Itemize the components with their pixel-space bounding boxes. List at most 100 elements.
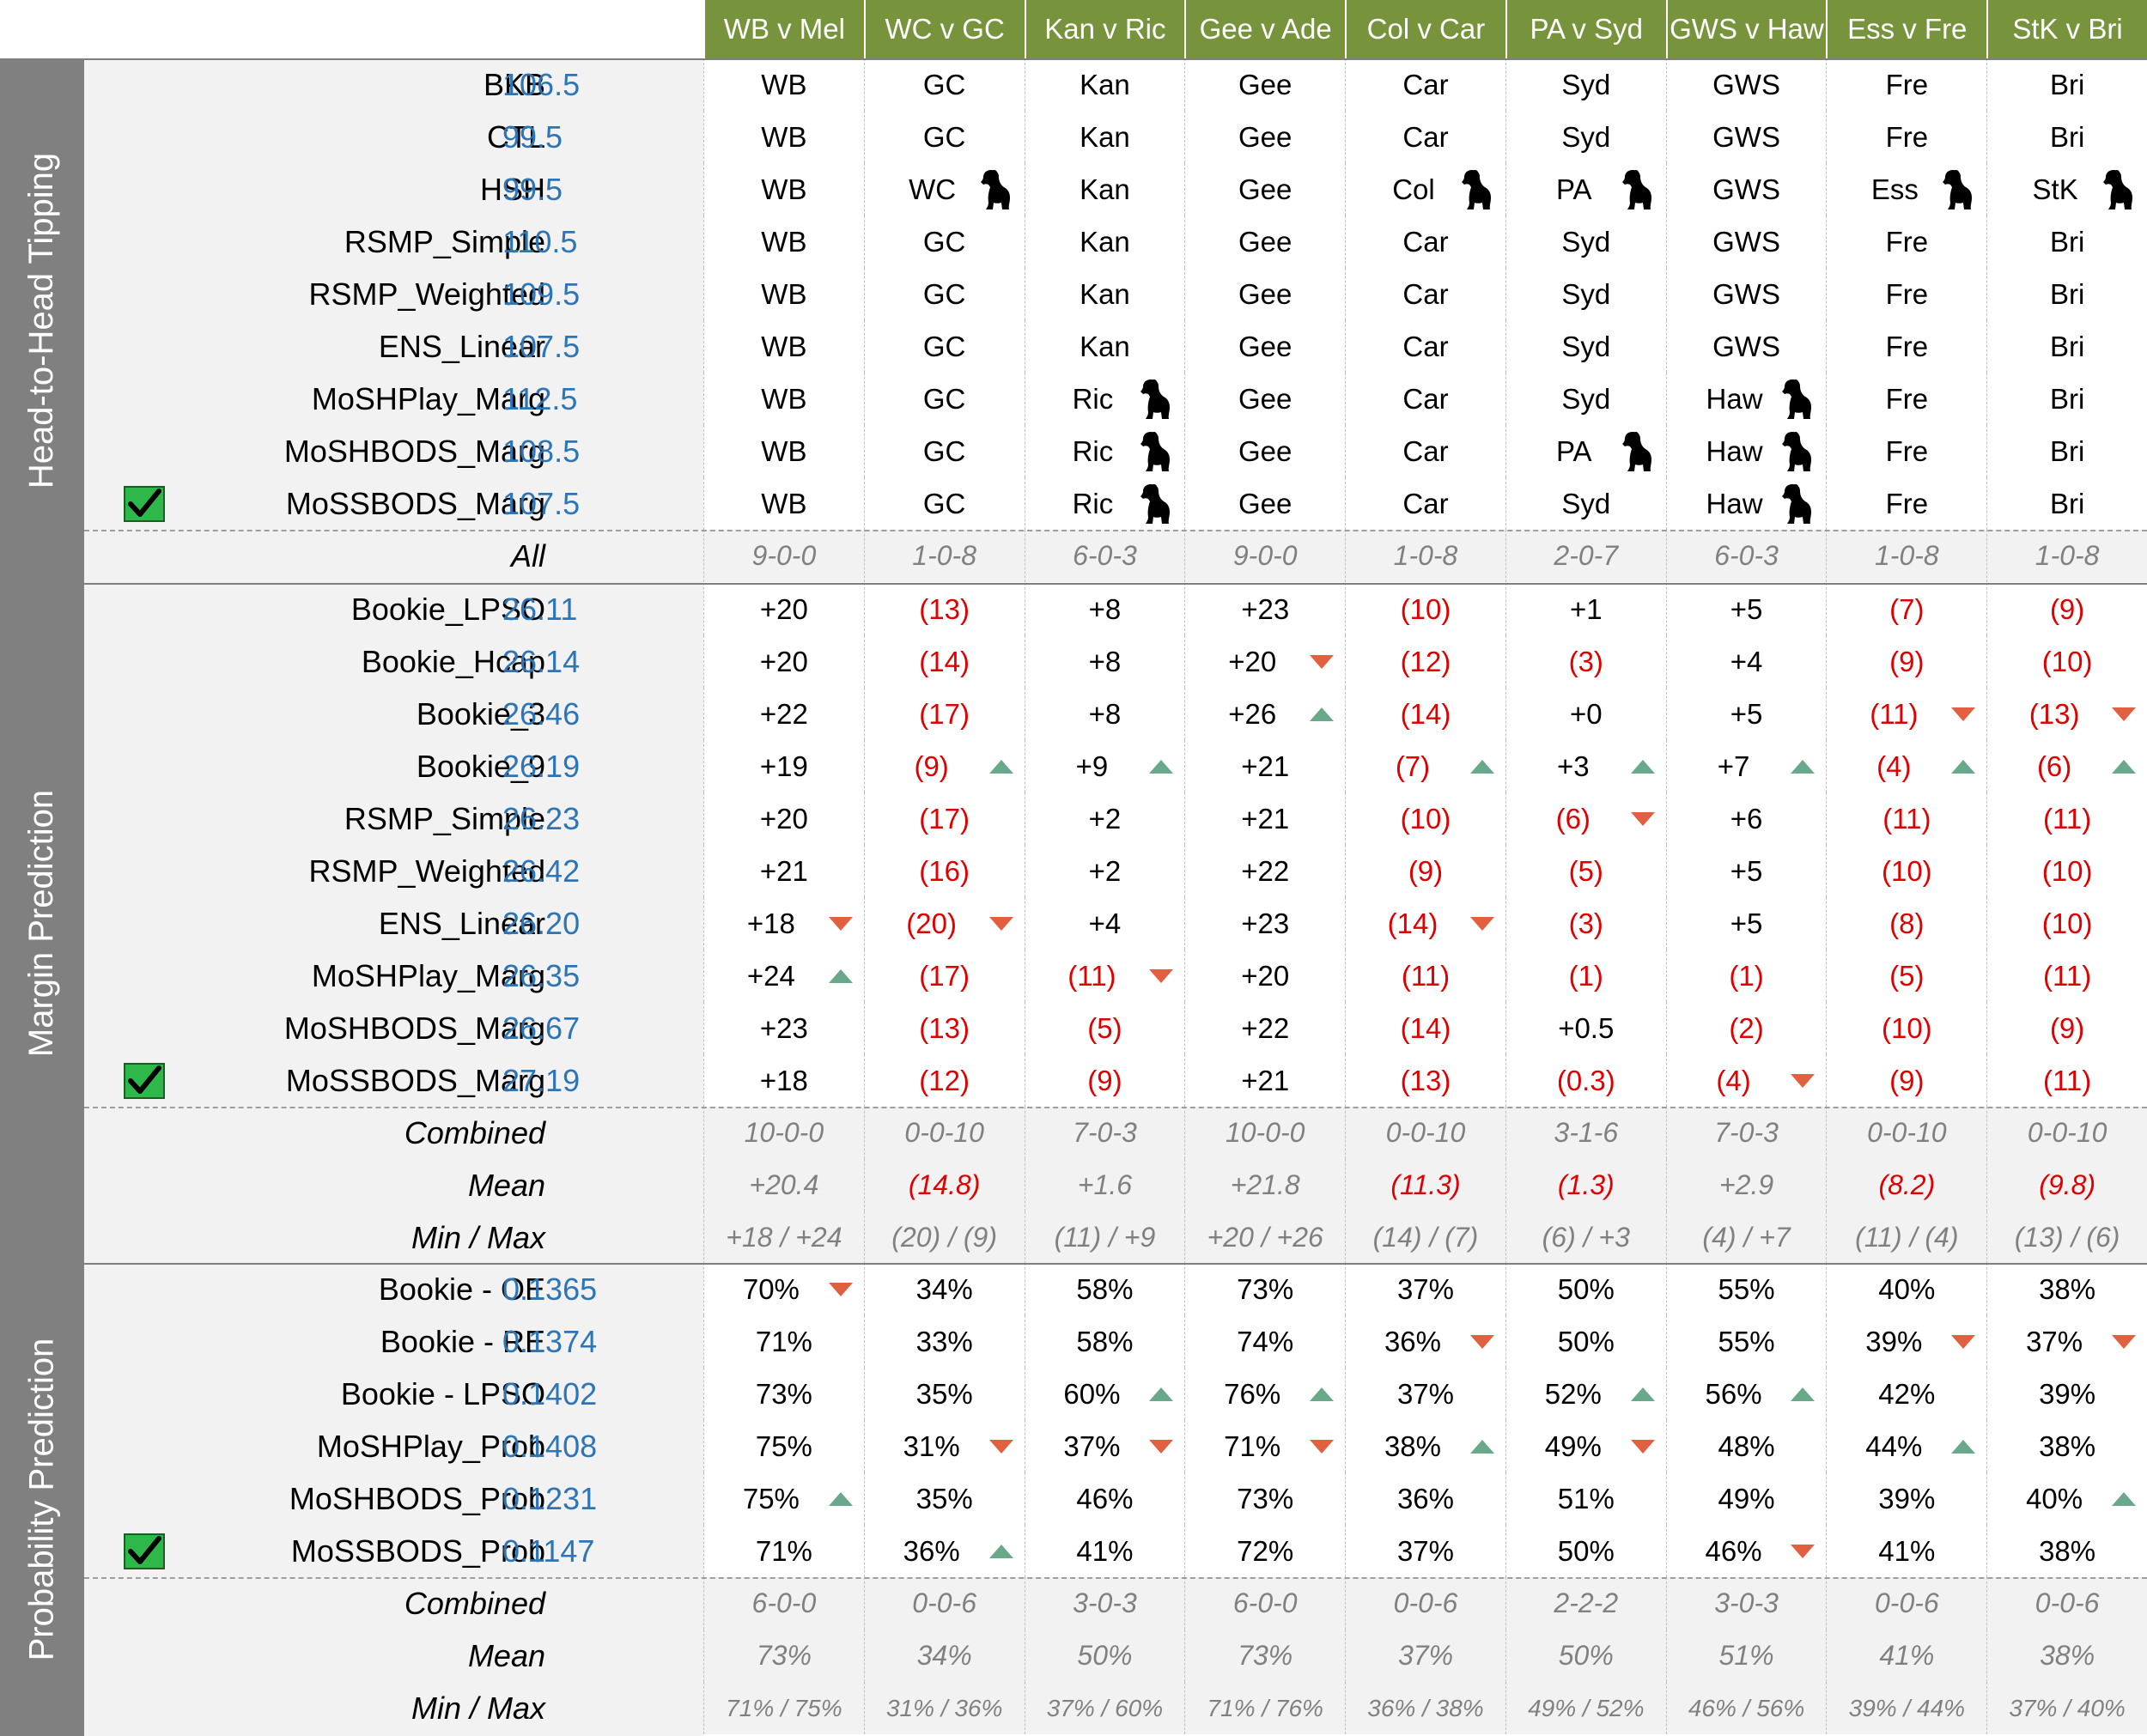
cell-value: PA — [1555, 173, 1592, 205]
cell-value: 71% / 76% — [1207, 1695, 1323, 1721]
dog-icon — [1782, 431, 1812, 471]
section-divider — [0, 583, 2147, 585]
cell-value: WB — [761, 121, 807, 153]
cell-marker — [1140, 477, 1174, 530]
table-cell: +21 — [1184, 1054, 1345, 1107]
cell-value: 46% / 56% — [1688, 1695, 1805, 1721]
table-cell: Fre — [1826, 58, 1986, 111]
section-title-bar: Head-to-Head Tipping — [0, 58, 84, 583]
cell-value: (10) — [1400, 593, 1451, 625]
cell-value: 44% — [1865, 1430, 1923, 1462]
cell-value: (9) — [1889, 646, 1925, 677]
section-title: Margin Prediction — [22, 789, 61, 1057]
summary-cell: +20.4 — [703, 1159, 864, 1211]
cell-value: (10) — [1881, 1012, 1932, 1044]
cell-marker — [1469, 897, 1495, 950]
cell-value: Haw — [1706, 383, 1763, 415]
cell-value: Gee — [1238, 69, 1292, 100]
summary-cell: 1-0-8 — [1345, 530, 1505, 582]
table-cell: +22 — [1184, 1002, 1345, 1054]
cell-value: (1) — [1568, 960, 1603, 992]
model-score: 106.5 — [502, 67, 581, 102]
cell-value: +5 — [1730, 855, 1763, 887]
cell-value: (11) — [2042, 960, 2092, 992]
triangle-down-icon — [828, 1282, 853, 1296]
cell-value: 75% — [755, 1430, 812, 1462]
cell-value: 55% — [1718, 1326, 1775, 1357]
table-cell: Gee — [1184, 111, 1345, 163]
table-row: WB GC Kan Gee Car Syd GWS Fre Bri — [703, 58, 2147, 111]
cell-value: 56% — [1705, 1378, 1762, 1410]
table-cell: GWS — [1665, 163, 1827, 215]
table-cell: +2 — [1024, 845, 1185, 897]
cell-value: +21 — [759, 855, 808, 887]
table-cell: (11) — [1345, 950, 1505, 1002]
table-cell: 33% — [863, 1315, 1025, 1368]
model-name: Bookie_9 — [416, 749, 545, 784]
model-row-label: MoSHPlay_Marg 112.5 — [84, 373, 703, 425]
table-cell: +5 — [1665, 688, 1827, 740]
cell-value: WC — [909, 173, 957, 205]
summary-cell: 0-0-6 — [1826, 1577, 1986, 1630]
cell-value: Kan — [1080, 121, 1130, 153]
table-cell: Kan — [1024, 58, 1185, 111]
table-cell: (10) — [1986, 897, 2147, 950]
cell-marker — [988, 897, 1014, 950]
table-cell: WB — [703, 215, 864, 268]
cell-marker — [1790, 1368, 1816, 1420]
cell-value: 2-0-7 — [1554, 540, 1619, 571]
table-cell: (13) — [863, 583, 1025, 635]
table-cell: (2) — [1665, 1002, 1827, 1054]
table-cell: (14) — [1345, 1002, 1505, 1054]
cell-value: 1-0-8 — [912, 540, 976, 571]
table-cell: +23 — [703, 1002, 864, 1054]
match-values-grid: WB GC Kan Gee Car Syd GWS Fre Bri WB GC Kan Gee Car Sy… — [703, 58, 2147, 583]
model-score: 26.46 — [502, 696, 581, 731]
model-name: MoSSBODS_Marg — [285, 486, 545, 521]
summary-divider — [84, 1107, 2147, 1108]
table-cell: Bri — [1986, 320, 2147, 373]
cell-value: (9) — [1087, 1065, 1122, 1096]
summary-cell: 34% — [863, 1630, 1025, 1682]
cell-value: +2 — [1088, 855, 1122, 887]
table-cell: (14) — [1345, 897, 1505, 950]
cell-value: GC — [922, 121, 966, 153]
cell-value: (10) — [1400, 803, 1451, 835]
section-title: Probability Prediction — [22, 1338, 61, 1661]
cell-marker — [2111, 740, 2137, 792]
cell-value: 74% — [1237, 1326, 1294, 1357]
table-cell: GC — [863, 425, 1025, 477]
table-cell: Ess — [1826, 163, 1986, 215]
table-row: 71% 33% 58% 74% 36% 50% 55% 39% 37% — [703, 1315, 2147, 1368]
section-0: Head-to-Head Tipping BKB 106.5 CTL 99.5 HSH 99… — [0, 58, 2147, 583]
table-cell: +8 — [1024, 688, 1185, 740]
cell-value: 39% / 44% — [1848, 1695, 1966, 1721]
cell-value: Fre — [1885, 226, 1929, 258]
table-cell: Gee — [1184, 215, 1345, 268]
cell-value: Syd — [1561, 331, 1611, 362]
model-name: MoSHPlay_Marg — [311, 958, 545, 993]
summary-row-label: Mean — [84, 1159, 703, 1211]
cell-value: 0-0-6 — [1874, 1587, 1939, 1618]
summary-cell: (20) / (9) — [863, 1211, 1025, 1264]
model-name: Bookie_3 — [416, 696, 545, 731]
cell-value: (14) / (7) — [1372, 1222, 1479, 1253]
model-name: MoSSBODS_Marg — [285, 1063, 545, 1098]
cell-value: 55% — [1718, 1273, 1775, 1305]
table-cell: 41% — [1826, 1525, 1986, 1577]
table-cell: 36% — [1345, 1315, 1505, 1368]
table-cell: 73% — [1184, 1472, 1345, 1525]
cell-value: (14) — [1400, 1012, 1451, 1044]
cell-value: 40% — [1878, 1273, 1936, 1305]
table-cell: 50% — [1505, 1525, 1666, 1577]
cell-value: 0-0-6 — [2034, 1587, 2100, 1618]
cell-value: 73% — [755, 1378, 812, 1410]
table-cell: +20 — [1184, 635, 1345, 688]
summary-cell: 36% / 38% — [1345, 1682, 1505, 1734]
cell-value: GC — [922, 226, 966, 258]
table-cell: (4) — [1826, 740, 1986, 792]
cell-value: +22 — [1241, 1012, 1290, 1044]
cell-value: (1.3) — [1557, 1169, 1615, 1200]
triangle-up-icon — [1310, 707, 1335, 721]
checkmark-icon — [124, 486, 165, 522]
